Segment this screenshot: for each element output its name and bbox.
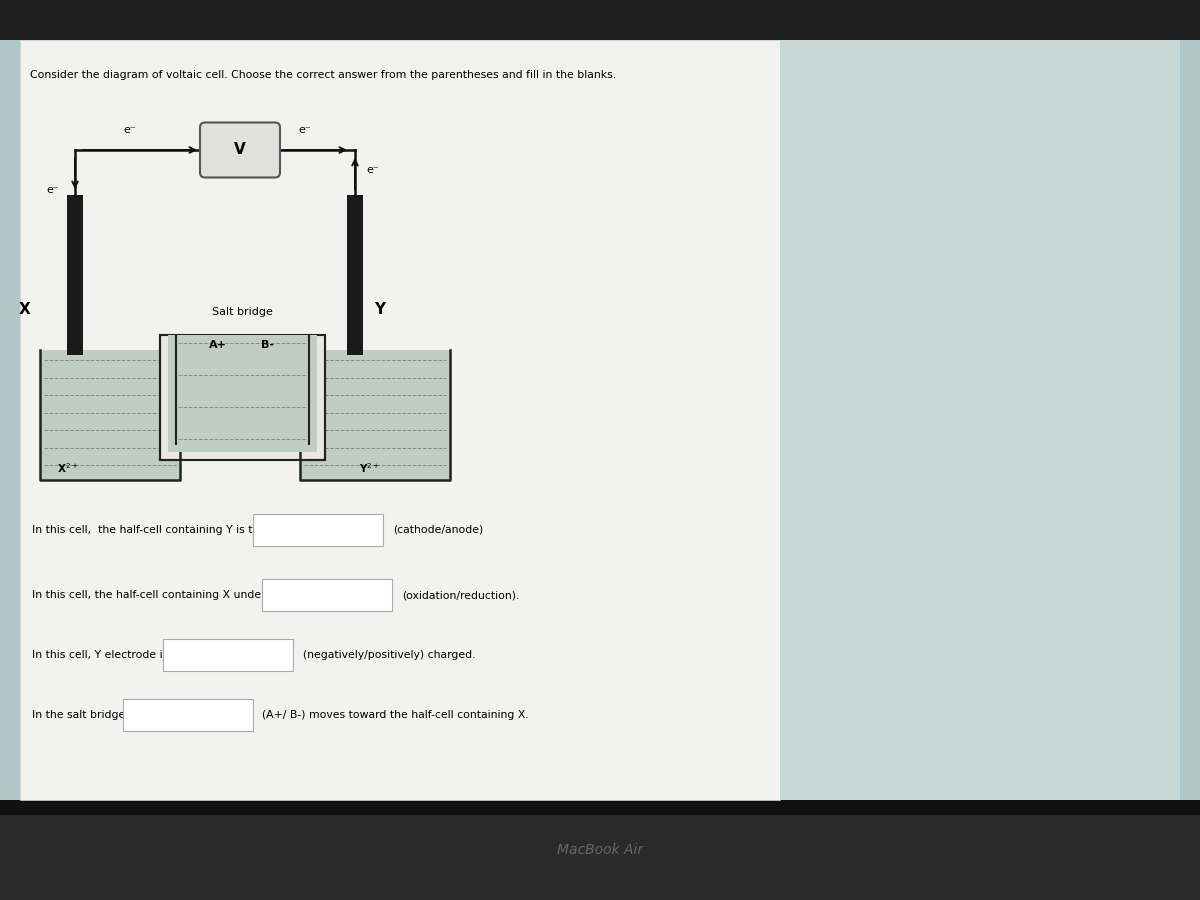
- Text: V: V: [234, 142, 246, 157]
- Text: MacBook Air: MacBook Air: [557, 843, 643, 857]
- Text: (cathode/anode): (cathode/anode): [394, 525, 484, 535]
- Bar: [300, 350, 450, 480]
- Bar: [253, 514, 383, 546]
- Text: e⁻: e⁻: [299, 125, 311, 135]
- Bar: [0, 0, 1200, 40]
- Bar: [0, 800, 1200, 815]
- Text: e⁻: e⁻: [47, 185, 59, 195]
- Text: (negatively/positively) charged.: (negatively/positively) charged.: [302, 650, 475, 660]
- Text: In the salt bridge,: In the salt bridge,: [32, 710, 128, 720]
- Bar: [160, 335, 325, 460]
- Text: X: X: [19, 302, 31, 318]
- Text: In this cell, Y electrode is: In this cell, Y electrode is: [32, 650, 168, 660]
- Bar: [163, 639, 293, 671]
- Text: X$^{2+}$: X$^{2+}$: [58, 461, 79, 475]
- Bar: [20, 40, 780, 800]
- Bar: [40, 350, 180, 480]
- Text: In this cell, the half-cell containing X undergoes: In this cell, the half-cell containing X…: [32, 590, 292, 600]
- Text: B-: B-: [260, 340, 274, 350]
- Text: Consider the diagram of voltaic cell. Choose the correct answer from the parenth: Consider the diagram of voltaic cell. Ch…: [30, 70, 616, 80]
- Text: Salt bridge: Salt bridge: [212, 307, 272, 317]
- Text: (oxidation/reduction).: (oxidation/reduction).: [402, 590, 520, 600]
- Text: A+: A+: [209, 340, 227, 350]
- Text: Y: Y: [374, 302, 385, 318]
- Bar: [0, 800, 1200, 900]
- Text: e⁻: e⁻: [124, 125, 137, 135]
- Bar: [67, 195, 83, 355]
- Text: In this cell,  the half-cell containing Y is the: In this cell, the half-cell containing Y…: [32, 525, 266, 535]
- Bar: [122, 699, 252, 731]
- Bar: [168, 335, 317, 452]
- FancyBboxPatch shape: [200, 122, 280, 177]
- Text: (A+/ B-) moves toward the half-cell containing X.: (A+/ B-) moves toward the half-cell cont…: [263, 710, 529, 720]
- Bar: [347, 195, 364, 355]
- Bar: [20, 40, 1180, 800]
- Bar: [262, 579, 392, 611]
- Text: e⁻: e⁻: [367, 165, 379, 175]
- Text: Y$^{2+}$: Y$^{2+}$: [360, 461, 380, 475]
